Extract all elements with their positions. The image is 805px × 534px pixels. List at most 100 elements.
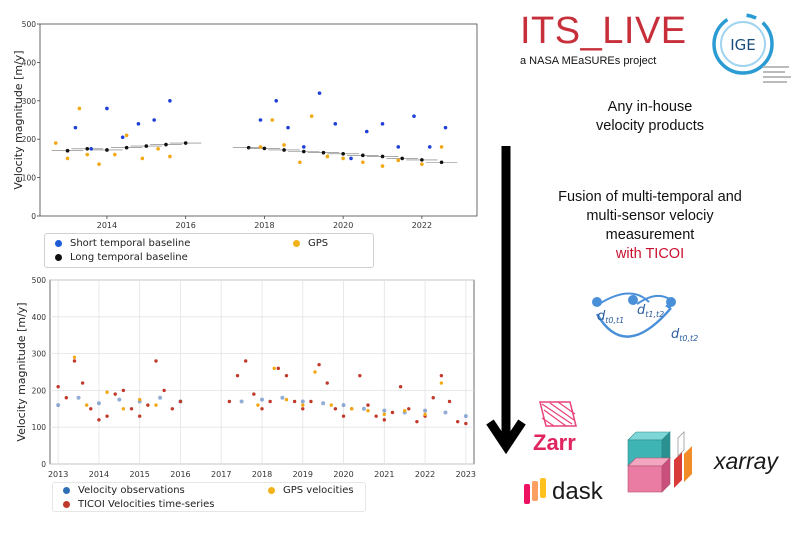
bottom-grid — [50, 279, 474, 465]
gps-velocity-point — [272, 366, 276, 371]
ticoi-point — [268, 399, 272, 404]
bottom-legend: Velocity observations TICOI Velocities t… — [52, 482, 366, 512]
ticoi-point — [301, 407, 305, 411]
gps-point — [258, 145, 263, 149]
short-baseline-point — [364, 129, 369, 134]
legend-observations: Velocity observations — [63, 485, 185, 496]
bottom-plot-area — [56, 355, 468, 426]
ticoi-point — [431, 396, 435, 400]
short-baseline-point — [396, 145, 401, 149]
gps-velocity-point — [349, 407, 354, 411]
observation-point — [300, 399, 305, 404]
gps-velocity-point — [105, 390, 109, 394]
top-plot-area — [51, 91, 458, 168]
observation-point — [158, 395, 163, 400]
gps-point — [341, 156, 345, 161]
gps-velocity-point — [366, 408, 370, 413]
blue-dot-icon — [55, 240, 62, 247]
gps-point — [124, 133, 129, 138]
long-baseline-point — [124, 145, 129, 150]
gps-point — [168, 154, 172, 159]
short-baseline-point — [168, 99, 172, 103]
zarr-icon — [539, 401, 577, 427]
x-tick-label: 2014 — [89, 470, 109, 479]
ticoi-point — [415, 419, 419, 424]
legend-ticoi: TICOI Velocities time-series — [63, 499, 214, 510]
legend-gps-velocities: GPS velocities — [268, 485, 354, 496]
x-tick-label: 2022 — [412, 221, 432, 230]
y-tick-label: 100 — [22, 174, 37, 183]
long-baseline-point — [400, 156, 404, 161]
ticoi-point — [227, 399, 232, 404]
short-baseline-point — [380, 122, 385, 126]
gps-point — [77, 106, 82, 111]
time-step-diagram: dt0,t1 dt1,t2 dt0,t2 — [592, 292, 698, 343]
ticoi-point — [170, 407, 175, 411]
xarray-logo-text: xarray — [714, 448, 778, 474]
ticoi-point — [374, 414, 378, 418]
ticoi-point — [382, 418, 387, 422]
gps-point — [439, 145, 444, 149]
ige-logo: IGE — [712, 13, 791, 83]
x-tick-label: 2020 — [333, 221, 353, 230]
ticoi-point — [390, 410, 395, 415]
observation-point — [443, 410, 448, 415]
orange-dot-icon — [268, 487, 275, 494]
y-tick-label: 200 — [22, 135, 37, 144]
legend-label: GPS velocities — [283, 485, 354, 496]
y-tick-label: 300 — [22, 97, 37, 106]
ticoi-point — [276, 366, 281, 371]
y-tick-label: 400 — [22, 58, 37, 67]
x-tick-label: 2022 — [415, 470, 435, 479]
node-t1-icon — [628, 295, 638, 305]
ige-inner-ring-icon — [720, 21, 766, 67]
gps-velocity-point — [121, 407, 126, 411]
its-live-title: ITS_LIVE — [520, 10, 687, 52]
short-baseline-point — [73, 125, 78, 130]
caption-line: Fusion of multi-temporal and — [558, 189, 742, 205]
short-baseline-point — [349, 156, 353, 161]
gps-point — [309, 114, 314, 118]
legend-long-baseline: Long temporal baseline — [55, 252, 188, 263]
y-tick-label: 300 — [32, 350, 47, 359]
bottom-y-axis-label: Velocity magnitude [m/y] — [15, 302, 28, 441]
observation-point — [423, 408, 428, 413]
short-baseline-point — [286, 125, 290, 130]
ticoi-point — [464, 421, 468, 426]
ticoi-point — [89, 407, 93, 411]
observation-point — [382, 408, 387, 413]
ticoi-point — [398, 385, 403, 389]
top-y-ticks: 0 100 200 300 400 500 — [22, 20, 40, 221]
gps-velocity-point — [423, 412, 427, 417]
gps-point — [113, 152, 117, 157]
y-tick-label: 500 — [32, 276, 47, 285]
ticoi-point — [366, 403, 370, 407]
its-live-subtitle: a NASA MEaSUREs project — [520, 55, 657, 67]
long-baseline-point — [144, 144, 149, 148]
ige-text: IGE — [730, 36, 756, 54]
ticoi-point — [162, 388, 166, 393]
gps-velocity-point — [382, 412, 387, 417]
gps-velocity-point — [329, 403, 334, 407]
ticoi-point — [292, 399, 297, 404]
short-baseline-point — [258, 118, 263, 122]
x-tick-label: 2017 — [211, 470, 231, 479]
short-baseline-point — [274, 99, 279, 103]
x-tick-label: 2016 — [170, 470, 190, 479]
gps-point — [85, 152, 90, 157]
y-tick-label: 400 — [32, 313, 47, 322]
legend-gps: GPS — [293, 238, 328, 249]
legend-short-baseline: Short temporal baseline — [55, 238, 190, 249]
ticoi-point — [309, 399, 313, 404]
long-baseline-point — [301, 149, 306, 154]
short-baseline-point — [317, 91, 322, 95]
long-baseline-point — [65, 148, 70, 153]
observation-point — [260, 397, 264, 402]
blue-dot-icon — [63, 487, 70, 494]
short-baseline-point — [89, 147, 93, 151]
short-baseline-point — [120, 135, 125, 140]
gps-point — [361, 160, 365, 165]
zarr-logo-text: Zarr — [533, 430, 576, 455]
x-tick-label: 2015 — [130, 470, 150, 479]
dask-icon — [524, 478, 546, 504]
